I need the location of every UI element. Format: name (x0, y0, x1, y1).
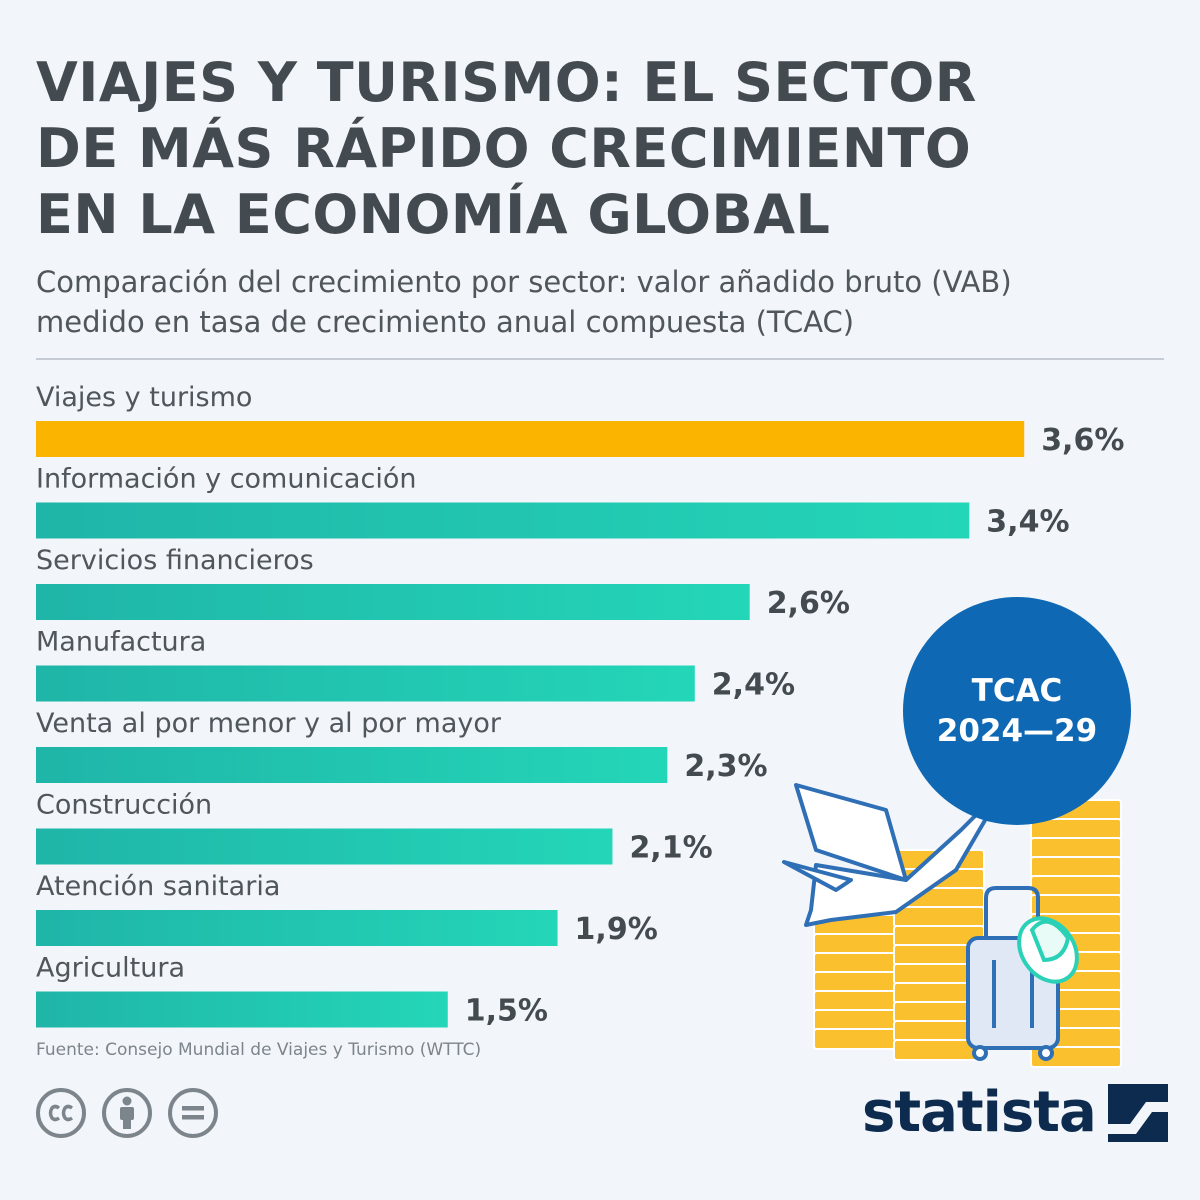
bar (36, 910, 558, 946)
bar (36, 828, 613, 865)
badge-line-1: TCAC (971, 673, 1063, 709)
title-line-1: VIAJES Y TURISMO: EL SECTOR (36, 51, 977, 114)
value-label: 1,9% (575, 912, 658, 947)
title-line-3: EN LA ECONOMÍA GLOBAL (36, 183, 831, 246)
cc-icon[interactable] (36, 1088, 86, 1138)
badge-line-2: 2024—29 (936, 713, 1098, 749)
no-derivatives-icon[interactable] (168, 1088, 218, 1138)
value-label: 3,4% (986, 505, 1069, 540)
cagr-period-badge: TCAC 2024—29 (903, 597, 1131, 825)
statista-logo[interactable]: statista (862, 1080, 1168, 1145)
source-note: Fuente: Consejo Mundial de Viajes y Turi… (36, 1040, 482, 1060)
bar-chart: Viajes y turismo 3,6% Información y comuni… (36, 382, 1124, 1029)
subtitle-line-2: medido en tasa de crecimiento anual comp… (36, 305, 855, 339)
bar (36, 421, 1025, 457)
category-label: Atención sanitaria (36, 871, 280, 902)
bar (36, 584, 750, 620)
value-label: 2,3% (684, 749, 767, 784)
category-label: Manufactura (36, 627, 206, 658)
travel-illustration (782, 783, 1122, 1068)
license-icons (36, 1088, 218, 1138)
value-label: 1,5% (465, 994, 548, 1029)
statista-mark-icon (1107, 1083, 1168, 1142)
category-label: Servicios financieros (36, 545, 314, 576)
bar (36, 665, 695, 702)
value-label: 3,6% (1041, 423, 1124, 458)
chart-title: VIAJES Y TURISMO: EL SECTOR DE MÁS RÁPID… (36, 50, 1036, 248)
hat-icon (1017, 916, 1079, 984)
category-label: Construcción (36, 790, 212, 821)
value-label: 2,6% (767, 586, 850, 621)
bar (36, 502, 970, 539)
category-label: Venta al por menor y al por mayor (36, 708, 502, 739)
value-label: 2,1% (629, 831, 712, 866)
category-label: Agricultura (36, 953, 185, 984)
subtitle-line-1: Comparación del crecimiento por sector: … (36, 265, 1012, 299)
bar (36, 747, 668, 783)
bar (36, 991, 448, 1028)
header-divider (36, 358, 1164, 360)
category-label: Información y comunicación (36, 464, 416, 495)
category-label: Viajes y turismo (36, 382, 252, 413)
chart-subtitle: Comparación del crecimiento por sector: … (36, 262, 1166, 342)
attribution-icon[interactable] (102, 1088, 152, 1138)
value-label: 2,4% (712, 668, 795, 703)
title-line-2: DE MÁS RÁPIDO CRECIMIENTO (36, 117, 972, 180)
brand-wordmark: statista (862, 1080, 1097, 1145)
